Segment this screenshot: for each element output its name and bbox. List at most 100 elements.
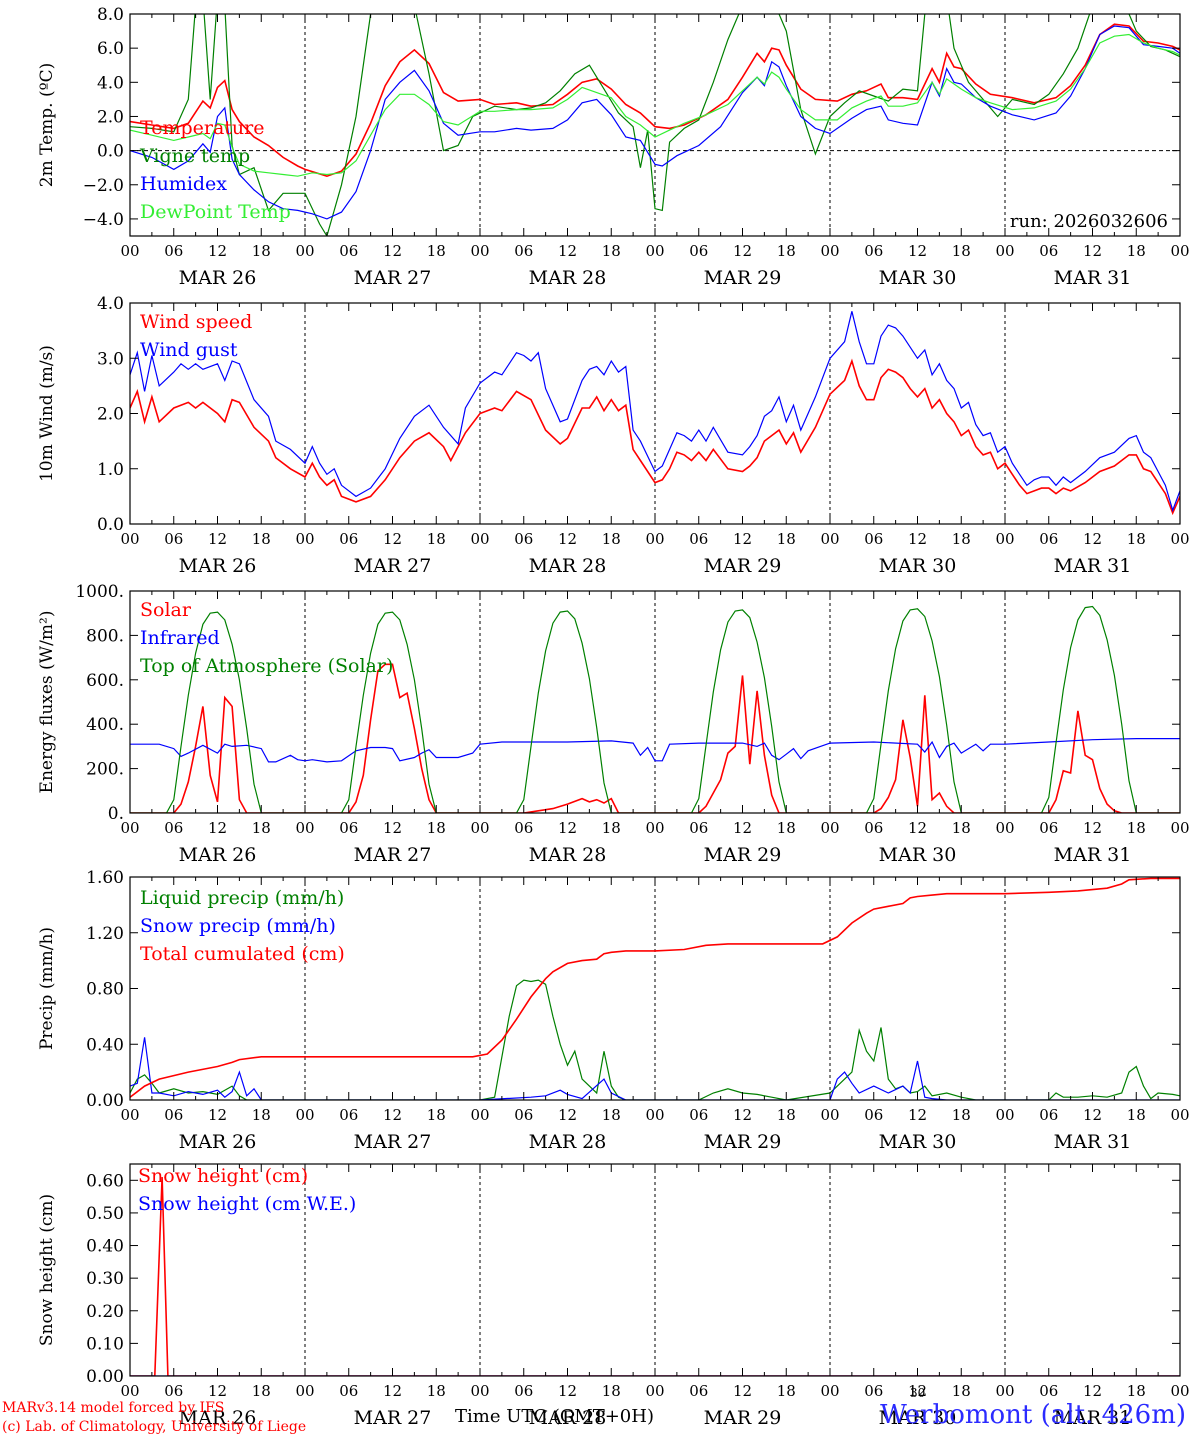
day-label: MAR 27: [354, 267, 432, 289]
x-tick-label: 06: [339, 1382, 358, 1400]
x-tick-label: 18: [252, 242, 271, 260]
series-line-snow-height-cm-: [130, 1176, 1180, 1376]
x-tick-label: 06: [689, 242, 708, 260]
legend-entry: Vigne temp: [139, 145, 250, 167]
series-line-wind-gust: [130, 311, 1180, 513]
y-axis-label: Energy fluxes (W/m²): [37, 611, 57, 794]
x-tick-label: 00: [120, 530, 139, 548]
x-tick-label: 12: [208, 1106, 227, 1124]
x-tick-label: 12: [908, 1106, 927, 1124]
y-tick-label: 2.0: [97, 107, 124, 127]
x-tick-label: 00: [820, 530, 839, 548]
x-tick-label: 06: [1039, 242, 1058, 260]
y-tick-label: 0.10: [86, 1334, 124, 1354]
legend-entry: Humidex: [140, 173, 227, 195]
x-tick-label: 18: [427, 530, 446, 548]
series-line-temperature: [130, 23, 1180, 178]
run-annotation: run: 2026032606: [1010, 211, 1168, 232]
panel-temperature: 00 06 12 18 00 06 12 18 00 06 12 18 00 06 12 18 00 06 12 18…: [37, 5, 1190, 289]
y-tick-label: 400.: [86, 715, 124, 735]
x-tick-label: 12: [733, 819, 752, 837]
x-tick-label: 06: [864, 1382, 883, 1400]
x-tick-label: 00: [1170, 242, 1189, 260]
x-tick-label: 06: [164, 1106, 183, 1124]
x-tick-label: 18: [252, 819, 271, 837]
series-line-wind-speed: [130, 358, 1180, 516]
x-tick-label: 00: [470, 530, 489, 548]
y-tick-label: 6.0: [97, 39, 124, 59]
x-tick-label: 06: [164, 242, 183, 260]
time-axis-label: Time UTC (GMT+0H): [455, 1406, 654, 1427]
day-label: MAR 28: [529, 555, 607, 577]
day-label: MAR 31: [1054, 844, 1132, 866]
x-tick-label: 18: [777, 530, 796, 548]
day-label: MAR 29: [704, 844, 782, 866]
day-label: MAR 28: [529, 1131, 607, 1153]
y-tick-label: 600.: [86, 671, 124, 691]
x-tick-label: 06: [514, 1106, 533, 1124]
series-line-top-of-atmosphere-solar-: [130, 605, 1180, 813]
x-tick-label: 06: [1039, 1106, 1058, 1124]
y-tick-label: 1.0: [97, 460, 124, 480]
x-tick-label: 06: [1039, 1382, 1058, 1400]
day-label: MAR 31: [1054, 1407, 1132, 1429]
series-line-liquid-precip-mm-h-: [130, 979, 1180, 1100]
x-tick-label: 06: [689, 1382, 708, 1400]
x-tick-label: 18: [952, 1106, 971, 1124]
x-tick-label: 12: [1083, 1382, 1102, 1400]
panel-precip: 00 06 12 18 00 06 12 18 00 06 12 18 00 06 12 18 00 06 12 18…: [37, 868, 1190, 1153]
x-tick-label: 12: [1083, 819, 1102, 837]
day-label: MAR 29: [704, 267, 782, 289]
x-tick-label: 18: [1127, 242, 1146, 260]
x-tick-label: 18: [1127, 1106, 1146, 1124]
x-tick-label: 00: [470, 1106, 489, 1124]
x-tick-label: 06: [339, 819, 358, 837]
x-tick-label: 12: [208, 1382, 227, 1400]
model-credit: MARv3.14 model forced by IFS (c) Lab. of…: [2, 1399, 306, 1437]
x-tick-label: 18: [1127, 530, 1146, 548]
day-label: MAR 30: [879, 1131, 957, 1153]
x-tick-label: 06: [164, 819, 183, 837]
series-group: [130, 877, 1180, 1100]
x-tick-label: 00: [295, 1106, 314, 1124]
y-tick-label: 1.60: [86, 868, 124, 888]
legend-entry: Snow precip (mm/h): [140, 915, 336, 937]
legend-entry: Infrared: [140, 627, 220, 649]
series-group: [130, 1176, 1180, 1376]
x-tick-label: 18: [952, 530, 971, 548]
y-tick-label: −2.0: [83, 176, 124, 196]
x-tick-label: 06: [864, 242, 883, 260]
y-tick-label: 0.30: [86, 1269, 124, 1289]
legend-entry: Total cumulated (cm): [140, 943, 345, 965]
x-tick-label: 06: [514, 1382, 533, 1400]
day-label: MAR 26: [179, 844, 257, 866]
x-tick-label: 12: [208, 530, 227, 548]
x-tick-label: 12: [733, 530, 752, 548]
x-tick-label: 00: [995, 1382, 1014, 1400]
day-label: MAR 26: [179, 267, 257, 289]
y-tick-label: 0.80: [86, 980, 124, 1000]
y-tick-label: 0.00: [86, 1091, 124, 1111]
x-tick-label: 06: [339, 530, 358, 548]
x-tick-label: 06: [514, 819, 533, 837]
y-tick-label: 0.50: [86, 1204, 124, 1224]
x-tick-label: 18: [602, 819, 621, 837]
x-tick-label: 18: [252, 530, 271, 548]
series-line-infrared: [130, 737, 1180, 763]
y-tick-label: 1.20: [86, 924, 124, 944]
series-group: [130, 311, 1180, 516]
x-tick-label: 18: [602, 1106, 621, 1124]
x-tick-label: 12: [558, 530, 577, 548]
y-tick-label: −4.0: [83, 210, 124, 230]
x-tick-label: 18: [427, 242, 446, 260]
legend-entry: Wind gust: [140, 339, 238, 361]
legend-entry: Temperature: [140, 117, 264, 139]
legend-entry: Snow height (cm): [138, 1165, 308, 1187]
x-tick-label: 18: [1127, 1382, 1146, 1400]
day-label: MAR 30: [879, 844, 957, 866]
x-tick-label: 12: [558, 819, 577, 837]
day-label: MAR 26: [179, 1131, 257, 1153]
day-label: MAR 28: [529, 1407, 607, 1429]
x-tick-label: 06: [689, 530, 708, 548]
x-tick-label: 18: [427, 819, 446, 837]
